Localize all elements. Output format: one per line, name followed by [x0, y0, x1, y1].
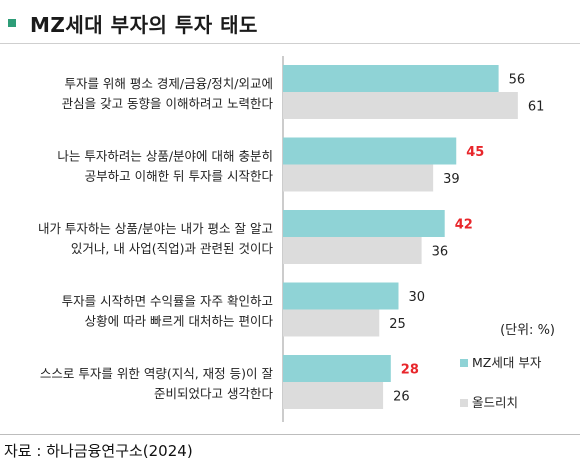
category-label: 있거나, 내 사업(직업)과 관련된 것이다 [71, 241, 274, 256]
bar-oldrich [283, 237, 422, 264]
unit-note: (단위: %) [500, 323, 555, 338]
category-label: 나는 투자하려는 상품/분야에 대해 충분히 [57, 149, 273, 164]
data-label: 28 [401, 363, 419, 378]
data-label: 36 [432, 245, 449, 260]
data-label: 30 [409, 290, 426, 305]
title-divider [0, 43, 580, 44]
bar-oldrich [283, 382, 384, 409]
category-label: 관심을 갖고 동향을 이해하려고 노력한다 [62, 96, 274, 111]
category-label: 투자를 위해 평소 경제/금융/정치/외교에 [64, 76, 273, 91]
legend-swatch-oldrich [460, 399, 468, 407]
data-label: 39 [443, 172, 460, 187]
bar-oldrich [283, 92, 518, 119]
legend-swatch-mz [460, 359, 468, 367]
category-label: 공부하고 이해한 뒤 투자를 시작한다 [85, 169, 274, 184]
source-note: 자료 : 하나금융연구소(2024) [4, 442, 193, 460]
bar-oldrich [283, 164, 434, 192]
data-label: 25 [389, 317, 406, 332]
bar-mz [283, 282, 399, 310]
footer-divider [0, 434, 580, 435]
bar-mz [283, 137, 457, 165]
title-marker-icon [8, 19, 16, 27]
category-label: 내가 투자하는 상품/분야는 내가 평소 잘 알고 [38, 221, 273, 236]
bar-mz [283, 355, 391, 382]
data-label: 26 [393, 390, 410, 405]
bar-mz [283, 210, 445, 237]
category-label: 투자를 시작하면 수익률을 자주 확인하고 [62, 294, 273, 309]
data-label: 56 [509, 73, 526, 88]
title-bar: MZ세대 부자의 투자 태도 [8, 8, 258, 38]
category-label: 상황에 따라 빠르게 대처하는 편이다 [85, 314, 274, 329]
data-label: 61 [528, 100, 545, 115]
legend-label: MZ세대 부자 [472, 355, 542, 370]
data-label: 45 [466, 145, 484, 160]
bar-oldrich [283, 309, 380, 337]
chart-title: MZ세대 부자의 투자 태도 [30, 12, 258, 37]
category-label: 스스로 투자를 위한 역량(지식, 재정 등)이 잘 [40, 366, 274, 381]
category-label: 준비되었다고 생각한다 [154, 386, 273, 401]
data-label: 42 [455, 218, 473, 233]
legend-label: 올드리치 [472, 395, 518, 410]
bar-mz [283, 65, 499, 92]
